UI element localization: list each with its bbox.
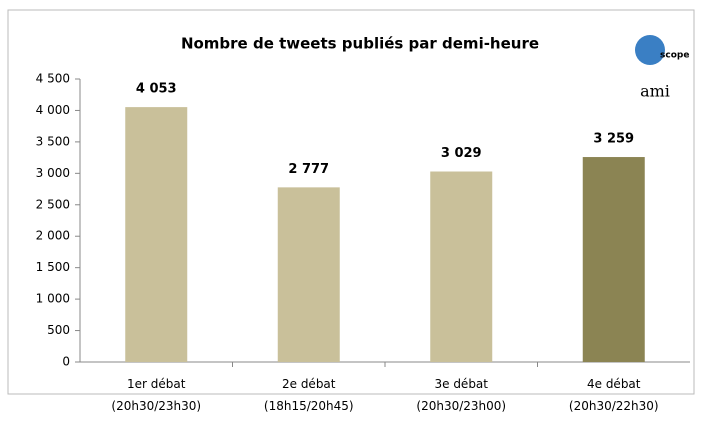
- logo-icon: [635, 35, 665, 65]
- bar: [430, 171, 493, 362]
- y-tick-label: 0: [62, 355, 70, 369]
- value-label: 3 259: [593, 132, 634, 147]
- value-label: 4 053: [136, 82, 177, 97]
- y-tick-label: 2 000: [36, 229, 70, 243]
- x-tick-label: 4e débat (20h30/22h30): [569, 377, 659, 413]
- y-tick-label: 1 500: [36, 260, 70, 274]
- value-label: 2 777: [288, 162, 329, 177]
- x-tick-label: 1er débat (20h30/23h30): [111, 377, 201, 413]
- x-tick-label: 3e débat (20h30/23h00): [416, 377, 506, 413]
- logo-text: ami: [640, 82, 670, 101]
- chart-frame: [7, 9, 695, 395]
- bar: [125, 107, 188, 363]
- logo-text: scope: [660, 51, 689, 61]
- bar: [582, 157, 645, 362]
- y-tick-label: 4 500: [36, 72, 70, 86]
- y-tick-label: 2 500: [36, 197, 70, 211]
- y-tick-label: 3 000: [36, 166, 70, 180]
- bar: [277, 187, 340, 362]
- x-tick-label: 2e débat (18h15/20h45): [264, 377, 354, 413]
- chart-title: Nombre de tweets publiés par demi-heure: [181, 35, 539, 53]
- y-tick-label: 500: [47, 323, 70, 337]
- y-tick-label: 3 500: [36, 134, 70, 148]
- y-tick-label: 1 000: [36, 292, 70, 306]
- value-label: 3 029: [441, 146, 482, 161]
- y-tick-label: 4 000: [36, 103, 70, 117]
